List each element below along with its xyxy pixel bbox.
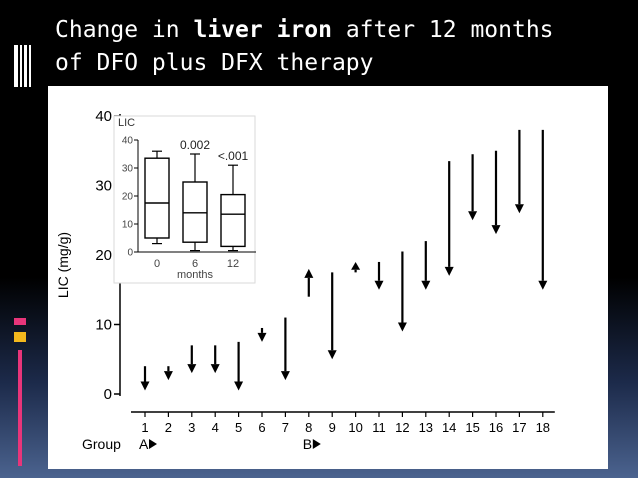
decorative-bars-icon (14, 45, 32, 87)
x-tick-label: 3 (188, 420, 195, 435)
change-arrow-head (234, 381, 244, 391)
inset-y-tick-label: 40 (122, 136, 134, 147)
y-tick-label: 10 (95, 317, 112, 334)
x-tick-label: 5 (235, 420, 242, 435)
y-tick-label: 30 (95, 178, 112, 195)
inset-y-tick-label: 30 (122, 164, 134, 175)
y-axis-label: LIC (mg/g) (55, 232, 71, 298)
box-iqr (220, 193, 246, 248)
group-label: B (303, 436, 312, 452)
title-line-2: of DFO plus DFX therapy (55, 50, 374, 76)
x-tick-label: 17 (512, 420, 526, 435)
change-arrow-head (468, 211, 478, 221)
x-tick-label: 14 (442, 420, 456, 435)
decorative-ticks-icon (14, 318, 26, 468)
x-tick-label: 15 (465, 420, 479, 435)
box-iqr (144, 157, 170, 239)
y-tick-label: 20 (95, 247, 112, 264)
inset-x-tick-label: 12 (227, 258, 239, 270)
change-arrow-head (257, 332, 267, 342)
slide-title: Change in liver iron after 12 months of D… (55, 14, 630, 80)
change-arrow-head (327, 350, 337, 360)
y-tick-label: 40 (95, 108, 112, 125)
x-tick-label: 10 (348, 420, 362, 435)
inset-y-tick-label: 0 (127, 248, 133, 259)
change-arrow-head (163, 371, 173, 381)
change-arrow-head (538, 280, 548, 290)
inset-y-tick-label: 20 (122, 192, 134, 203)
y-tick-label: 0 (104, 386, 112, 403)
x-tick-label: 16 (489, 420, 503, 435)
p-value-annotation: 0.002 (180, 138, 210, 152)
group-marker (312, 439, 321, 449)
x-tick-label: 8 (305, 420, 312, 435)
x-tick-label: 12 (395, 420, 409, 435)
x-tick-label: 18 (536, 420, 550, 435)
change-arrow-head (304, 268, 314, 278)
title-text-1: Change in (55, 17, 194, 43)
inset-y-axis-label: LIC (118, 117, 135, 129)
x-tick-label: 9 (329, 420, 336, 435)
change-arrow-head (421, 280, 431, 290)
p-value-annotation: <.001 (218, 149, 249, 163)
change-arrow-head (140, 381, 150, 391)
x-axis-label: Group (82, 436, 121, 452)
x-tick-label: 11 (372, 420, 386, 435)
inset-x-axis-label: months (177, 269, 214, 281)
x-tick-label: 1 (141, 420, 148, 435)
inset-x-tick-label: 6 (192, 258, 198, 270)
change-arrow-head (351, 261, 361, 270)
inset-chart: LIC 0 10 20 30 40 0 6 12 months 0.002 <.001 (113, 115, 256, 284)
title-text-2: after 12 months (331, 17, 554, 43)
x-tick-label: 7 (282, 420, 289, 435)
x-tick-label: 6 (258, 420, 265, 435)
box-iqr (182, 181, 208, 243)
change-arrow-head (514, 204, 524, 214)
change-arrow-head (374, 280, 384, 290)
change-arrow-head (187, 364, 197, 374)
group-label: A (139, 436, 149, 452)
inset-y-tick-label: 10 (122, 220, 134, 231)
chart-panel: 0 10 20 30 40 LIC (mg/g) 1 2 3 4 5 6 7 8 9 10 11 12 13 14 15… (48, 86, 608, 469)
x-tick-label: 2 (165, 420, 172, 435)
x-tick-label: 4 (212, 420, 219, 435)
inset-x-tick-label: 0 (154, 258, 160, 270)
x-tick-label: 13 (419, 420, 433, 435)
change-arrow-head (397, 322, 407, 332)
change-arrow-head (491, 225, 501, 235)
change-arrow-head (280, 371, 290, 381)
change-arrow-head (210, 364, 220, 374)
change-arrow-head (444, 266, 454, 276)
title-bold-text: liver iron (193, 17, 332, 43)
group-marker (149, 439, 157, 449)
